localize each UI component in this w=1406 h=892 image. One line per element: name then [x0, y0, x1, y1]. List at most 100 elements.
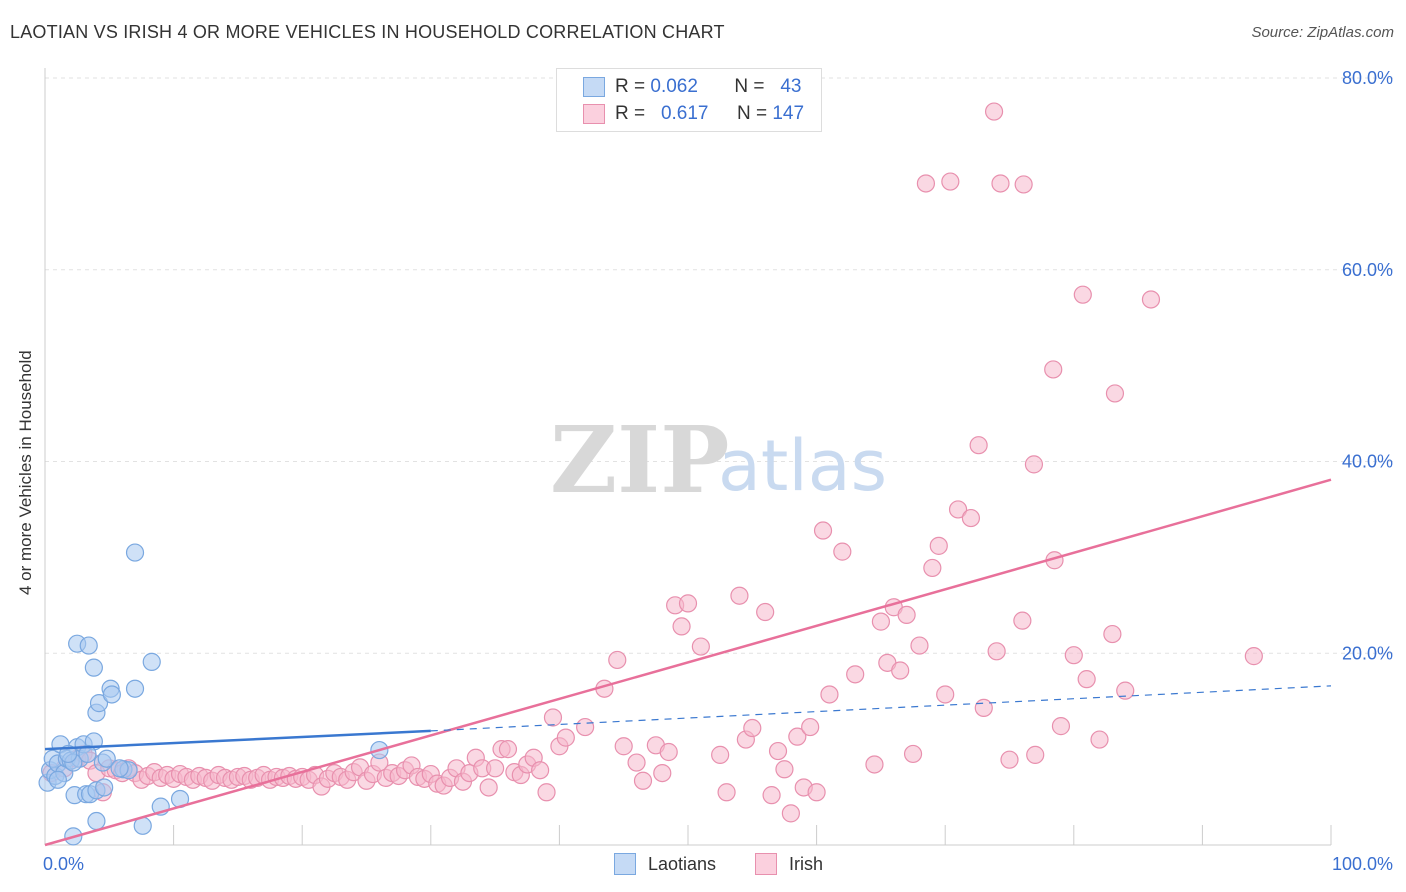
- chart-title: LAOTIAN VS IRISH 4 OR MORE VEHICLES IN H…: [10, 22, 725, 42]
- irish-point: [762, 786, 781, 805]
- irish-point: [897, 605, 916, 625]
- laotian-point: [95, 778, 114, 797]
- tick-labels: 20.0% 40.0% 60.0% 80.0% 0.0% 100.0%: [43, 68, 1393, 874]
- irish-point: [974, 698, 993, 717]
- legend-r-label: R =: [615, 103, 646, 124]
- irish-point: [1051, 717, 1071, 736]
- laotian-point: [48, 770, 67, 789]
- irish-point: [916, 174, 936, 193]
- irish-point: [1103, 624, 1122, 644]
- irish-point: [1000, 750, 1019, 769]
- bottom-legend-swatch-laotians: [614, 853, 636, 875]
- laotian-point: [110, 759, 129, 778]
- laotian-point: [125, 679, 145, 698]
- irish-point: [531, 761, 550, 780]
- legend-swatch-irish: [583, 104, 605, 124]
- legend-n-value: 43: [780, 76, 802, 97]
- laotian-trend-extension: [430, 685, 1332, 732]
- y-tick-label: 40.0%: [1342, 452, 1393, 472]
- irish-point: [1116, 681, 1135, 700]
- irish-point: [961, 508, 981, 528]
- irish-point: [801, 717, 820, 737]
- gridlines: [45, 77, 1393, 654]
- irish-point: [672, 617, 691, 636]
- irish-point: [576, 717, 595, 737]
- irish-point: [1141, 290, 1161, 309]
- axes: [44, 68, 1332, 846]
- irish-point: [691, 637, 710, 656]
- watermark-zip: ZIP: [550, 406, 729, 514]
- laotian-point: [142, 652, 161, 671]
- bottom-legend-irish: Irish: [755, 852, 823, 876]
- irish-point: [1105, 384, 1125, 403]
- laotian-point: [84, 658, 103, 677]
- irish-point: [633, 771, 653, 790]
- irish-point: [1014, 175, 1033, 194]
- irish-point: [984, 102, 1004, 121]
- irish-point: [479, 778, 498, 797]
- legend-n-label: N =: [734, 76, 765, 97]
- legend-r-label: R =: [615, 76, 646, 97]
- irish-point: [781, 804, 800, 823]
- legend-n-label: N =: [736, 103, 768, 124]
- laotian-point: [59, 744, 78, 764]
- irish-point: [871, 612, 891, 631]
- irish-point: [833, 542, 852, 561]
- laotian-point: [97, 749, 116, 768]
- irish-point: [730, 586, 749, 605]
- irish-point: [756, 602, 775, 622]
- irish-point: [891, 661, 910, 680]
- irish-point: [1064, 646, 1083, 665]
- irish-point: [608, 650, 627, 670]
- irish-point: [813, 521, 833, 540]
- irish-point: [987, 642, 1006, 661]
- laotian-point: [89, 694, 109, 713]
- x-tick-label: 100.0%: [1332, 854, 1393, 874]
- irish-point: [653, 763, 672, 783]
- irish-point: [743, 718, 762, 738]
- irish-point: [659, 742, 678, 762]
- irish-point: [910, 636, 929, 655]
- legend-row-laotians: R = 0.062 N = 43: [583, 74, 801, 100]
- irish-point: [486, 759, 505, 778]
- irish-point: [1073, 285, 1092, 304]
- irish-point: [1044, 360, 1063, 379]
- watermark-atlas: atlas: [718, 425, 887, 507]
- source-label: Source: ZipAtlas.com: [1251, 24, 1394, 41]
- irish-point: [1244, 647, 1263, 666]
- irish-point: [1090, 730, 1109, 749]
- watermark: ZIP atlas: [550, 406, 887, 514]
- laotian-point: [102, 685, 121, 704]
- irish-point: [678, 594, 698, 613]
- irish-point: [788, 727, 807, 746]
- irish-point: [768, 741, 788, 761]
- irish-point: [717, 783, 736, 802]
- irish-point: [1026, 745, 1045, 764]
- laotian-point: [79, 636, 98, 655]
- laotian-point: [125, 543, 145, 562]
- irish-point: [865, 755, 884, 774]
- legend: R = 0.062 N = 43 R = 0.617 N = 147: [556, 68, 822, 132]
- laotian-point: [87, 811, 106, 831]
- irish-point: [614, 737, 633, 756]
- y-tick-label: 80.0%: [1342, 68, 1393, 88]
- x-tick-label: 0.0%: [43, 854, 84, 874]
- y-axis-label: 4 or more Vehicles in Household: [16, 350, 35, 595]
- legend-row-irish: R = 0.617 N = 147: [583, 101, 804, 127]
- irish-point: [556, 728, 575, 747]
- irish-point: [1024, 455, 1044, 474]
- legend-r-value: 0.062: [650, 76, 698, 97]
- bottom-legend-label-irish: Irish: [789, 853, 824, 874]
- laotian-point: [78, 744, 97, 764]
- bottom-legend-swatch-irish: [755, 853, 777, 875]
- irish-point: [846, 665, 865, 684]
- y-tick-label: 60.0%: [1342, 260, 1393, 280]
- scatter-points: [38, 102, 1263, 846]
- irish-point: [543, 708, 563, 727]
- irish-point: [1013, 611, 1032, 630]
- bottom-legend-laotians: Laotians: [614, 852, 716, 876]
- irish-point: [820, 685, 839, 704]
- y-tick-label: 20.0%: [1342, 643, 1393, 663]
- legend-swatch-laotians: [583, 77, 605, 97]
